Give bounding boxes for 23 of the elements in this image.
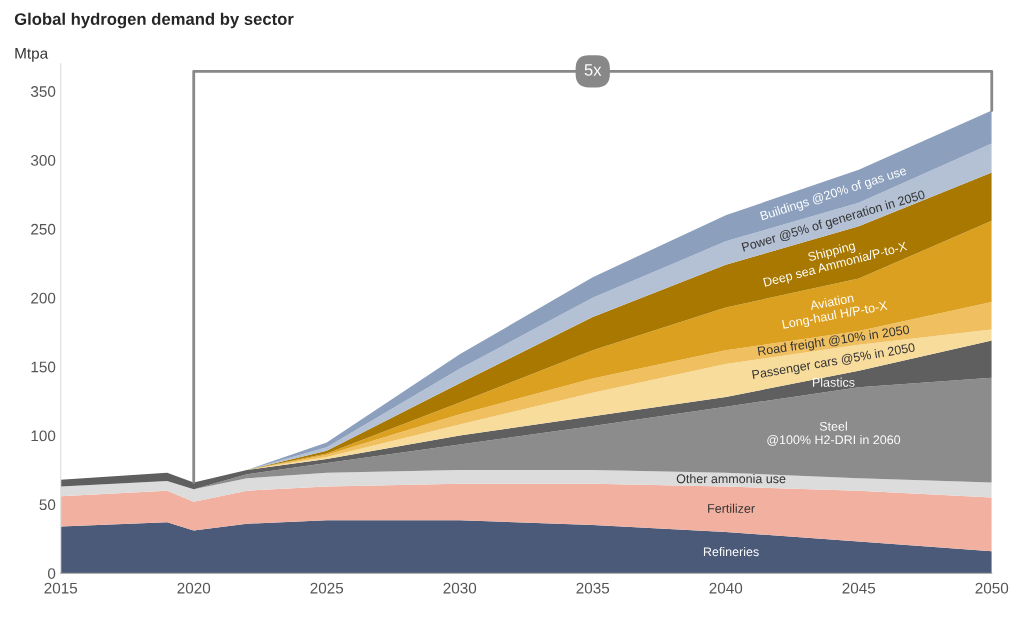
y-tick-label: 200 — [31, 292, 56, 304]
y-tick-label: 300 — [30, 154, 56, 166]
x-tick-label: 2030 — [443, 582, 477, 594]
y-tick-label: 350 — [30, 86, 56, 97]
y-axis-title: Mtpa — [15, 48, 49, 62]
series-label: Plastics — [812, 377, 855, 387]
annotation: 5x — [584, 64, 602, 76]
y-tick-label: 50 — [39, 499, 56, 511]
x-tick-label: 2035 — [576, 582, 610, 594]
x-tick-label: 2045 — [842, 582, 876, 594]
x-tick-label: 2015 — [44, 582, 78, 594]
series-label: Fertilizer — [708, 503, 755, 513]
y-tick-label: 150 — [31, 361, 56, 373]
series-label: Steel @100% H2-DRI in 2060 — [767, 421, 901, 446]
y-tick-label: 100 — [31, 430, 56, 442]
x-tick-label: 2025 — [310, 582, 344, 594]
y-tick-label: 250 — [31, 223, 56, 235]
chart-title: Global hydrogen demand by sector — [14, 12, 294, 29]
x-tick-label: 2040 — [709, 582, 743, 594]
x-tick-label: 2020 — [177, 582, 211, 594]
series-label: Other ammonia use — [676, 474, 786, 484]
x-tick-label: 2050 — [975, 582, 1009, 594]
y-tick-label: 0 — [47, 568, 56, 579]
